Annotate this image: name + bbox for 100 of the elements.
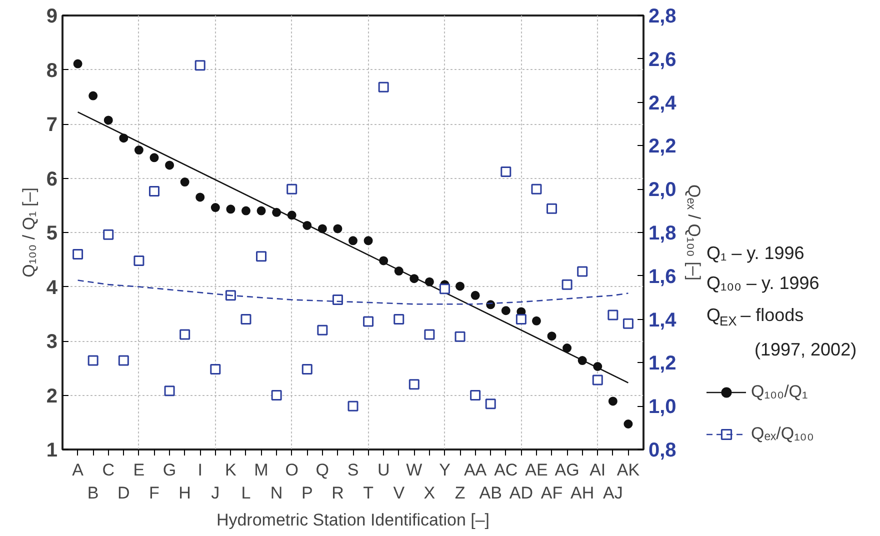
y-tick-label: 7 [46, 114, 58, 136]
point [577, 266, 588, 277]
point [286, 184, 298, 194]
point [562, 344, 572, 353]
x-tick-label: O [285, 460, 298, 480]
x-tick-label: F [149, 483, 160, 502]
x-tick-label: T [363, 483, 374, 502]
point [516, 314, 526, 325]
x-tick-label: G [162, 460, 176, 480]
y-tick-label: 8 [46, 60, 58, 82]
point [88, 355, 98, 366]
y-tick-label: 9 [46, 6, 58, 28]
x-tick-label: A [72, 460, 84, 480]
x-axis-title: Hydrometric Station Identification [–] [216, 510, 490, 530]
x-tick-label: X [424, 483, 436, 502]
y2-tick-label: 2,4 [648, 92, 678, 114]
point [164, 386, 175, 396]
y2-tick-label: 1,0 [648, 396, 676, 418]
point [485, 398, 496, 410]
legend-label: Qₑₓ/Q₁₀₀ [751, 424, 814, 444]
point [378, 82, 389, 92]
point [470, 290, 480, 300]
point [88, 91, 98, 100]
point [134, 255, 144, 266]
y2-tick-label: 1,6 [648, 266, 676, 288]
x-tick-label: I [198, 460, 202, 480]
point [210, 364, 221, 374]
x-tick-label: AD [509, 483, 533, 502]
x-tick-label: AK [616, 460, 640, 480]
y-tick-label: 6 [46, 168, 58, 190]
text: Q₁ – y. 1996 [706, 243, 804, 264]
y2-tick-label: 2,2 [648, 136, 676, 158]
point [148, 186, 160, 197]
y2-tick-label: 0,8 [648, 440, 676, 462]
x-tick-label: M [254, 460, 268, 480]
point [531, 184, 542, 194]
point [622, 318, 634, 329]
x-tick-label: Q [316, 460, 330, 480]
point [624, 420, 633, 428]
point [196, 192, 205, 202]
point [348, 236, 358, 246]
x-tick-label: K [225, 460, 238, 480]
y2-tick-label: 2,6 [648, 48, 676, 71]
point [256, 251, 267, 262]
y-tick-label: 2 [46, 385, 58, 408]
x-tick-label: N [270, 483, 283, 502]
y-tick-label: 4 [46, 276, 58, 299]
point [348, 400, 358, 412]
x-tick-label: L [241, 483, 251, 502]
point [103, 229, 114, 240]
x-tick-label: C [102, 460, 115, 480]
point [317, 324, 328, 336]
point [271, 390, 282, 400]
x-tick-label: Y [439, 460, 450, 480]
point [210, 203, 220, 212]
y2-tick-label: 1,8 [648, 222, 676, 244]
y2-axis-title: Qₑₓ / Q₁₀₀ [–] [684, 184, 704, 280]
x-tick-label: AG [554, 460, 580, 480]
y2-tick-label: 1,2 [648, 352, 676, 375]
point [424, 329, 435, 340]
x-tick-label: H [178, 483, 191, 502]
point [547, 332, 556, 341]
x-tick-label: AJ [603, 483, 623, 502]
x-tick-label: AB [479, 483, 502, 502]
x-tick-label: B [87, 483, 99, 502]
point [240, 314, 252, 325]
point [454, 331, 466, 342]
point [470, 390, 481, 400]
x-tick-label: W [406, 460, 422, 480]
x-tick-label: AH [570, 483, 594, 502]
x-tick-label: V [393, 483, 406, 502]
x-tick-label: AI [590, 460, 606, 480]
point [73, 59, 82, 68]
point [180, 329, 190, 340]
legend-label: Q₁₀₀/Q₁ [751, 382, 808, 402]
point [333, 224, 342, 234]
point [394, 314, 404, 325]
x-tick-label: AF [540, 483, 563, 502]
x-tick-label: E [133, 460, 145, 480]
point [104, 116, 113, 125]
point [150, 153, 159, 162]
x-tick-label: R [332, 483, 344, 502]
point [241, 206, 250, 216]
y-tick-label: 3 [46, 331, 58, 353]
point [118, 355, 129, 366]
y2-tick-label: 2,8 [648, 6, 676, 28]
x-tick-label: AE [525, 460, 548, 480]
point [225, 290, 236, 301]
point [180, 178, 190, 187]
point [302, 364, 312, 374]
point [408, 379, 420, 390]
point [256, 206, 266, 216]
x-tick-label: AA [464, 460, 488, 480]
point [72, 248, 84, 260]
x-tick-label: U [377, 460, 390, 480]
point [332, 294, 343, 306]
point [562, 279, 572, 290]
x-tick-label: J [211, 483, 220, 502]
point [500, 166, 512, 177]
y-axis-title: Q₁₀₀ / Q₁ [–] [19, 188, 38, 278]
